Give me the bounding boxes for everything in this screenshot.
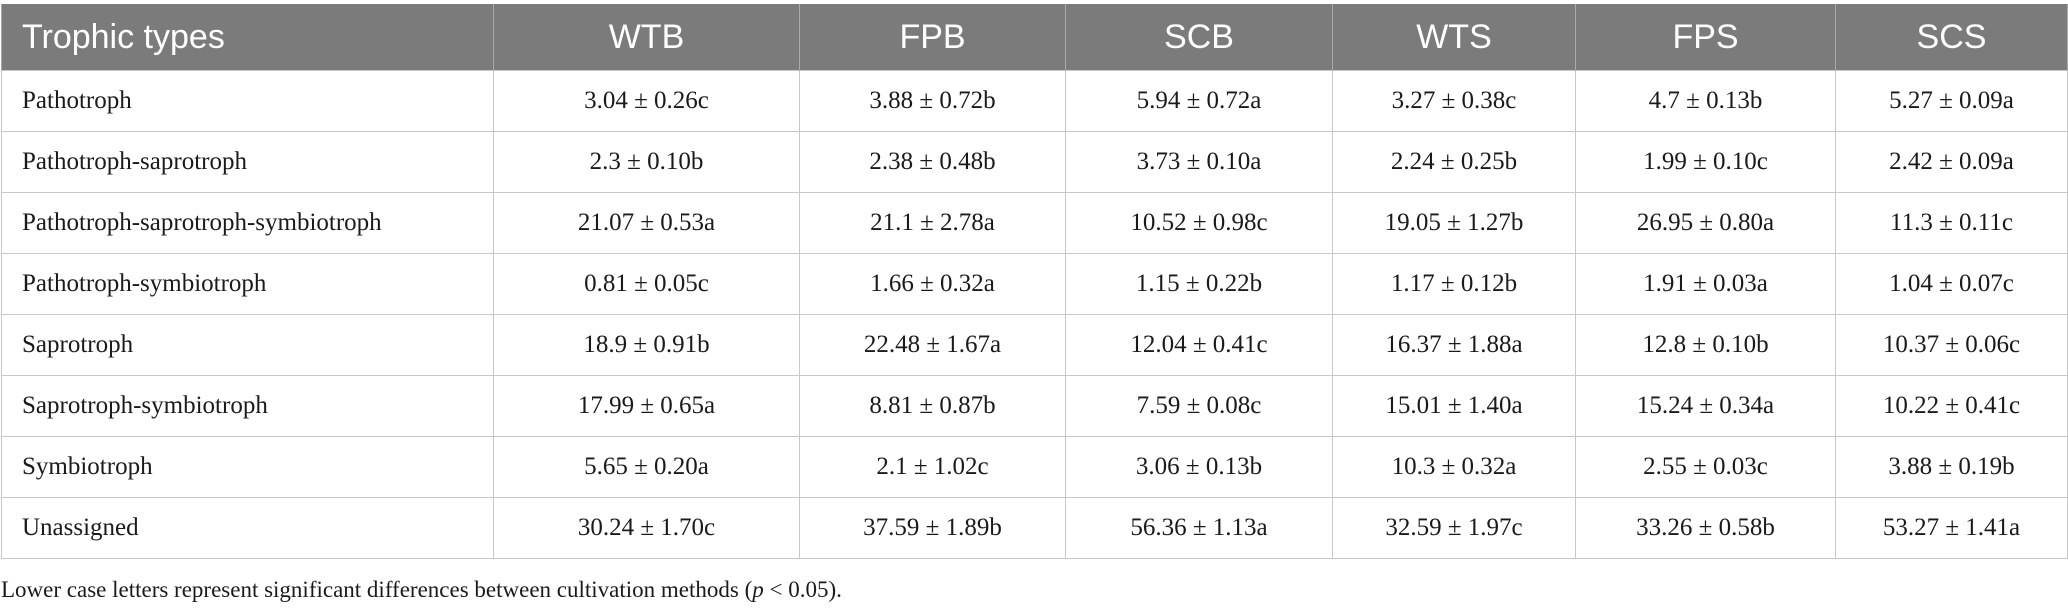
value-cell: 12.8 ± 0.10b	[1575, 314, 1836, 376]
value-cell: 32.59 ± 1.97c	[1332, 497, 1576, 559]
value-cell: 21.07 ± 0.53a	[493, 192, 800, 254]
row-label-cell: Symbiotroph	[1, 436, 494, 498]
value-cell: 2.38 ± 0.48b	[799, 131, 1066, 193]
value-cell: 1.04 ± 0.07c	[1835, 253, 2068, 315]
header-cell-fps: FPS	[1575, 4, 1836, 71]
header-cell-scs: SCS	[1835, 4, 2068, 71]
table-header: Trophic types WTB FPB SCB WTS FPS SCS	[1, 4, 2068, 71]
value-cell: 3.88 ± 0.72b	[799, 70, 1066, 132]
value-cell: 5.65 ± 0.20a	[493, 436, 800, 498]
value-cell: 26.95 ± 0.80a	[1575, 192, 1836, 254]
value-cell: 5.27 ± 0.09a	[1835, 70, 2068, 132]
value-cell: 0.81 ± 0.05c	[493, 253, 800, 315]
header-cell-wts: WTS	[1332, 4, 1576, 71]
value-cell: 56.36 ± 1.13a	[1065, 497, 1333, 559]
row-label-cell: Saprotroph	[1, 314, 494, 376]
table-row: Symbiotroph 5.65 ± 0.20a 2.1 ± 1.02c 3.06 ±…	[1, 436, 2068, 498]
header-cell-fpb: FPB	[799, 4, 1066, 71]
table-row: Saprotroph 18.9 ± 0.91b 22.48 ± 1.67a 12.04…	[1, 314, 2068, 376]
value-cell: 2.24 ± 0.25b	[1332, 131, 1576, 193]
value-cell: 17.99 ± 0.65a	[493, 375, 800, 437]
value-cell: 7.59 ± 0.08c	[1065, 375, 1333, 437]
table-container: Trophic types WTB FPB SCB WTS FPS SCS Pa…	[1, 4, 2068, 559]
value-cell: 1.91 ± 0.03a	[1575, 253, 1836, 315]
header-cell-trophic-types: Trophic types	[1, 4, 494, 71]
row-label-cell: Pathotroph-saprotroph-symbiotroph	[1, 192, 494, 254]
value-cell: 2.55 ± 0.03c	[1575, 436, 1836, 498]
value-cell: 11.3 ± 0.11c	[1835, 192, 2068, 254]
table-row: Pathotroph-saprotroph 2.3 ± 0.10b 2.38 ± 0…	[1, 131, 2068, 193]
table-footnote: Lower case letters represent significant…	[1, 577, 842, 603]
value-cell: 3.04 ± 0.26c	[493, 70, 800, 132]
header-cell-wtb: WTB	[493, 4, 800, 71]
row-label-cell: Unassigned	[1, 497, 494, 559]
value-cell: 37.59 ± 1.89b	[799, 497, 1066, 559]
row-label-cell: Pathotroph-saprotroph	[1, 131, 494, 193]
value-cell: 1.99 ± 0.10c	[1575, 131, 1836, 193]
table-row: Pathotroph-symbiotroph 0.81 ± 0.05c 1.66 ±…	[1, 253, 2068, 315]
value-cell: 19.05 ± 1.27b	[1332, 192, 1576, 254]
row-label-cell: Pathotroph	[1, 70, 494, 132]
header-cell-scb: SCB	[1065, 4, 1333, 71]
footnote-text-end: < 0.05).	[763, 577, 842, 602]
value-cell: 22.48 ± 1.67a	[799, 314, 1066, 376]
table-row: Pathotroph-saprotroph-symbiotroph 21.07 ±…	[1, 192, 2068, 254]
value-cell: 1.15 ± 0.22b	[1065, 253, 1333, 315]
value-cell: 3.73 ± 0.10a	[1065, 131, 1333, 193]
table-body: Pathotroph 3.04 ± 0.26c 3.88 ± 0.72b 5.94 ±…	[1, 70, 2068, 559]
value-cell: 3.88 ± 0.19b	[1835, 436, 2068, 498]
header-row: Trophic types WTB FPB SCB WTS FPS SCS	[1, 4, 2068, 71]
value-cell: 1.17 ± 0.12b	[1332, 253, 1576, 315]
value-cell: 3.06 ± 0.13b	[1065, 436, 1333, 498]
value-cell: 3.27 ± 0.38c	[1332, 70, 1576, 132]
value-cell: 4.7 ± 0.13b	[1575, 70, 1836, 132]
value-cell: 10.52 ± 0.98c	[1065, 192, 1333, 254]
value-cell: 10.22 ± 0.41c	[1835, 375, 2068, 437]
footnote-text: Lower case letters represent significant…	[1, 577, 753, 602]
value-cell: 5.94 ± 0.72a	[1065, 70, 1333, 132]
table-row: Unassigned 30.24 ± 1.70c 37.59 ± 1.89b 56.3…	[1, 497, 2068, 559]
value-cell: 12.04 ± 0.41c	[1065, 314, 1333, 376]
value-cell: 2.1 ± 1.02c	[799, 436, 1066, 498]
value-cell: 21.1 ± 2.78a	[799, 192, 1066, 254]
footnote-p-symbol: p	[752, 577, 764, 602]
value-cell: 18.9 ± 0.91b	[493, 314, 800, 376]
table-row: Saprotroph-symbiotroph 17.99 ± 0.65a 8.81 …	[1, 375, 2068, 437]
row-label-cell: Saprotroph-symbiotroph	[1, 375, 494, 437]
value-cell: 16.37 ± 1.88a	[1332, 314, 1576, 376]
value-cell: 15.24 ± 0.34a	[1575, 375, 1836, 437]
value-cell: 10.3 ± 0.32a	[1332, 436, 1576, 498]
value-cell: 10.37 ± 0.06c	[1835, 314, 2068, 376]
value-cell: 1.66 ± 0.32a	[799, 253, 1066, 315]
table-row: Pathotroph 3.04 ± 0.26c 3.88 ± 0.72b 5.94 ±…	[1, 70, 2068, 132]
trophic-types-table: Trophic types WTB FPB SCB WTS FPS SCS Pa…	[1, 4, 2068, 559]
value-cell: 15.01 ± 1.40a	[1332, 375, 1576, 437]
value-cell: 2.3 ± 0.10b	[493, 131, 800, 193]
row-label-cell: Pathotroph-symbiotroph	[1, 253, 494, 315]
value-cell: 33.26 ± 0.58b	[1575, 497, 1836, 559]
value-cell: 30.24 ± 1.70c	[493, 497, 800, 559]
value-cell: 53.27 ± 1.41a	[1835, 497, 2068, 559]
value-cell: 8.81 ± 0.87b	[799, 375, 1066, 437]
value-cell: 2.42 ± 0.09a	[1835, 131, 2068, 193]
